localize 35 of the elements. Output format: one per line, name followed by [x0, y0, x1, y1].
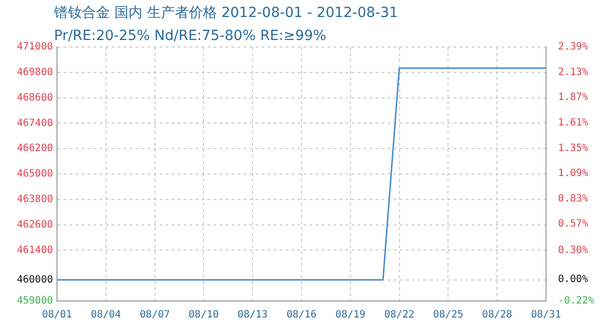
y-tick-label: 462600 [16, 219, 53, 230]
y2-tick-label: 1.87% [558, 92, 588, 104]
chart-title: 镨钕合金 国内 生产者价格 2012-08-01 - 2012-08-31 [54, 4, 398, 22]
y2-tick-label: 0.30% [558, 244, 588, 256]
y-tick-label: 471000 [16, 42, 53, 53]
y2-tick-label: -0.22% [558, 296, 594, 307]
y2-tick-label: 2.39% [558, 42, 588, 53]
y2-tick-label: 0.00% [558, 274, 588, 286]
y-tick-label: 465000 [16, 168, 53, 180]
y2-tick-label: 0.57% [558, 218, 588, 230]
y-tick-label: 466200 [16, 143, 53, 154]
y-tick-label: 460000 [16, 274, 53, 286]
y2-tick-label: 1.35% [558, 142, 588, 154]
x-tick-label: 08/28 [482, 310, 512, 321]
x-tick-label: 08/07 [140, 310, 170, 321]
x-tick-label: 08/13 [238, 310, 268, 321]
chart-subtitle: Pr/RE:20-25% Nd/RE:75-80% RE:≥99% [54, 28, 326, 44]
y2-tick-label: 2.13% [558, 66, 588, 78]
x-tick-label: 08/19 [335, 310, 366, 321]
x-tick-label: 08/04 [90, 310, 121, 321]
y2-tick-label: 0.83% [558, 193, 588, 204]
x-tick-label: 08/31 [530, 310, 562, 321]
x-tick-label: 08/22 [384, 310, 414, 321]
y-tick-label: 469800 [16, 66, 53, 78]
y-tick-label: 459000 [16, 296, 53, 307]
y-tick-label: 463800 [16, 194, 53, 205]
y-tick-label: 468600 [16, 92, 53, 104]
y2-tick-label: 1.09% [558, 168, 588, 180]
y-tick-label: 467400 [16, 118, 53, 129]
y2-tick-label: 1.61% [558, 118, 588, 128]
y-tick-label: 461400 [16, 244, 53, 256]
x-tick-label: 08/25 [433, 310, 464, 321]
x-tick-label: 08/16 [286, 310, 317, 321]
x-tick-label: 08/10 [188, 310, 219, 321]
x-tick-label: 08/01 [42, 310, 72, 321]
